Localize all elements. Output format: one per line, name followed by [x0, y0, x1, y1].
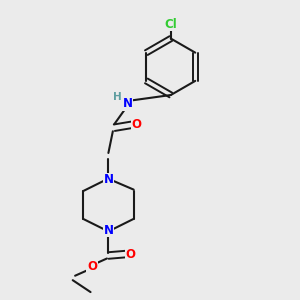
Text: N: N	[103, 173, 113, 186]
Text: N: N	[103, 224, 113, 237]
Text: O: O	[132, 118, 142, 131]
Text: N: N	[123, 98, 133, 110]
Text: O: O	[126, 248, 136, 260]
Text: Cl: Cl	[164, 18, 177, 31]
Text: O: O	[87, 260, 97, 273]
Text: H: H	[113, 92, 122, 101]
